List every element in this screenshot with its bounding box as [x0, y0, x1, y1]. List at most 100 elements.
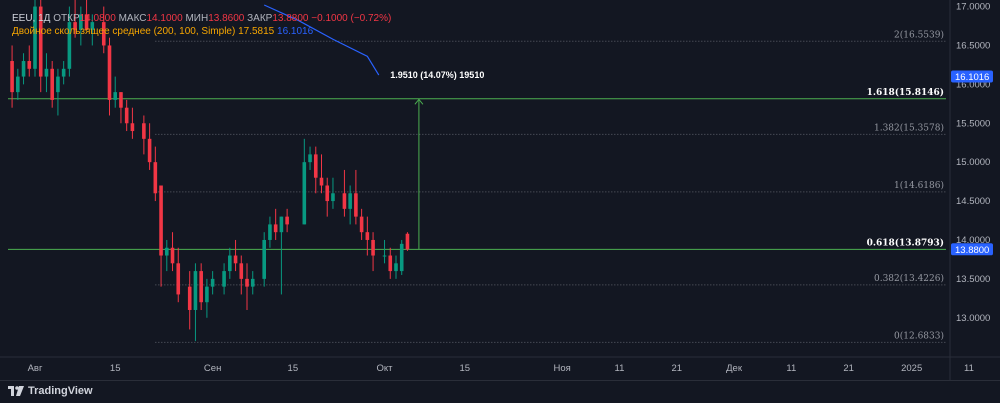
- candle-body: [302, 162, 307, 225]
- candle-body: [147, 138, 152, 163]
- fib-level-label: 0(12.6833): [894, 330, 944, 341]
- candle: [199, 263, 203, 310]
- fib-level-label: 2(16.5539): [894, 29, 944, 40]
- moving-average: [263, 4, 380, 76]
- candle-body: [176, 263, 181, 295]
- candle-body: [382, 255, 387, 257]
- low-value: 13.8600: [208, 13, 245, 24]
- candle-body: [170, 247, 175, 264]
- candle-body: [405, 233, 410, 250]
- candle-body: [67, 22, 72, 69]
- fib-level-label: 0.382(13.4226): [874, 273, 944, 284]
- ma-line: [263, 4, 380, 76]
- candle-body: [44, 68, 49, 77]
- candle: [170, 232, 175, 272]
- time-axis[interactable]: Авг15Сен15Окт15Ноя1121Дек112120251121: [28, 363, 1000, 374]
- candle-body: [16, 76, 20, 93]
- candle: [285, 208, 289, 233]
- time-tick-label: Ноя: [554, 363, 571, 374]
- time-tick-label: Сен: [204, 363, 221, 374]
- candle-body: [239, 263, 244, 279]
- candle-body: [119, 92, 123, 108]
- open-label: ОТКР: [53, 13, 80, 24]
- candle-body: [187, 286, 192, 310]
- candle-body: [279, 216, 284, 233]
- candle-body: [10, 61, 14, 93]
- time-tick-label: 2025: [901, 363, 922, 374]
- price-badge[interactable]: 13.8800: [951, 243, 993, 256]
- candle-body: [228, 255, 232, 272]
- candle: [38, 0, 43, 93]
- chart-legend: EEU, 1Д ОТКР14.0800 МАКС14.1000 МИН13.86…: [12, 12, 391, 38]
- price-range-measure[interactable]: 1.9510 (14.07%) 19510: [390, 70, 484, 250]
- candle-body: [142, 123, 146, 139]
- indicator-row[interactable]: Двойное скользящее среднее (200, 100, Si…: [12, 25, 391, 38]
- grid: [0, 0, 1000, 380]
- candle: [107, 37, 112, 116]
- candle: [44, 53, 49, 93]
- price-tick-label: 13.5000: [956, 274, 990, 285]
- fib-level-label: 1(14.6186): [894, 180, 944, 191]
- candle-body: [38, 6, 43, 77]
- candle: [142, 115, 146, 155]
- candle-body: [27, 61, 32, 69]
- close-label: ЗАКР: [247, 13, 273, 24]
- candle-body: [388, 255, 393, 272]
- price-tick-label: 15.0000: [956, 157, 990, 168]
- candle: [124, 99, 129, 132]
- candle: [130, 107, 135, 139]
- symbol-label[interactable]: EEU, 1Д: [12, 13, 51, 24]
- ohlc-row: EEU, 1Д ОТКР14.0800 МАКС14.1000 МИН13.86…: [12, 12, 391, 25]
- candle: [101, 6, 106, 54]
- candle: [21, 53, 26, 85]
- tradingview-brand[interactable]: TradingView: [8, 385, 93, 397]
- candle: [233, 239, 238, 272]
- candle-body: [84, 14, 89, 30]
- candle-body: [222, 271, 226, 287]
- price-badge[interactable]: 16.1016: [951, 70, 993, 83]
- candle-body: [193, 271, 198, 310]
- candle: [365, 216, 370, 256]
- candle-body: [61, 68, 66, 77]
- fib-retracement[interactable]: 0(12.6833) 0.382(13.4226) 0.618(13.8793) 1(…: [8, 29, 946, 343]
- candle: [27, 45, 32, 77]
- candle-body: [273, 224, 278, 233]
- high-value: 14.1000: [146, 13, 183, 24]
- time-tick-label: 11: [786, 363, 796, 374]
- candle-body: [107, 45, 112, 100]
- price-tick-label: 14.0000: [956, 235, 990, 246]
- candle: [61, 61, 66, 85]
- candle-body: [365, 232, 370, 240]
- candle: [205, 278, 209, 318]
- time-tick-label: Авг: [28, 363, 43, 374]
- candle: [382, 239, 387, 264]
- price-tick-label: 14.5000: [956, 196, 990, 207]
- price-badge-label: 13.8800: [955, 245, 989, 256]
- candle-body: [101, 22, 106, 46]
- candle: [279, 216, 284, 295]
- time-tick-label: 15: [288, 363, 299, 374]
- candle: [319, 154, 324, 194]
- candle-body: [394, 263, 398, 272]
- time-tick-label: Дек: [726, 363, 743, 374]
- fib-level-label: 0.618(13.8793): [867, 237, 944, 248]
- candle: [354, 169, 358, 225]
- tradingview-logo-icon: [8, 386, 24, 396]
- time-tick-label: 21: [843, 363, 854, 374]
- candle: [222, 263, 226, 295]
- fib-level-label: 1.618(15.8146): [867, 87, 944, 98]
- candle: [371, 232, 375, 272]
- candle-body: [325, 185, 330, 202]
- price-axis[interactable]: 13.0000 13.5000 14.0000 14.5000 15.0000 15.50…: [951, 2, 993, 324]
- candle-body: [130, 123, 135, 132]
- candle-body: [153, 162, 158, 194]
- candle: [67, 6, 72, 77]
- price-tick-label: 17.0000: [956, 2, 990, 13]
- candles: [10, 0, 410, 342]
- candle: [164, 239, 169, 272]
- candle: [302, 138, 307, 225]
- open-value: 14.0800: [79, 13, 116, 24]
- candle: [245, 263, 249, 310]
- brand-name: TradingView: [28, 385, 93, 397]
